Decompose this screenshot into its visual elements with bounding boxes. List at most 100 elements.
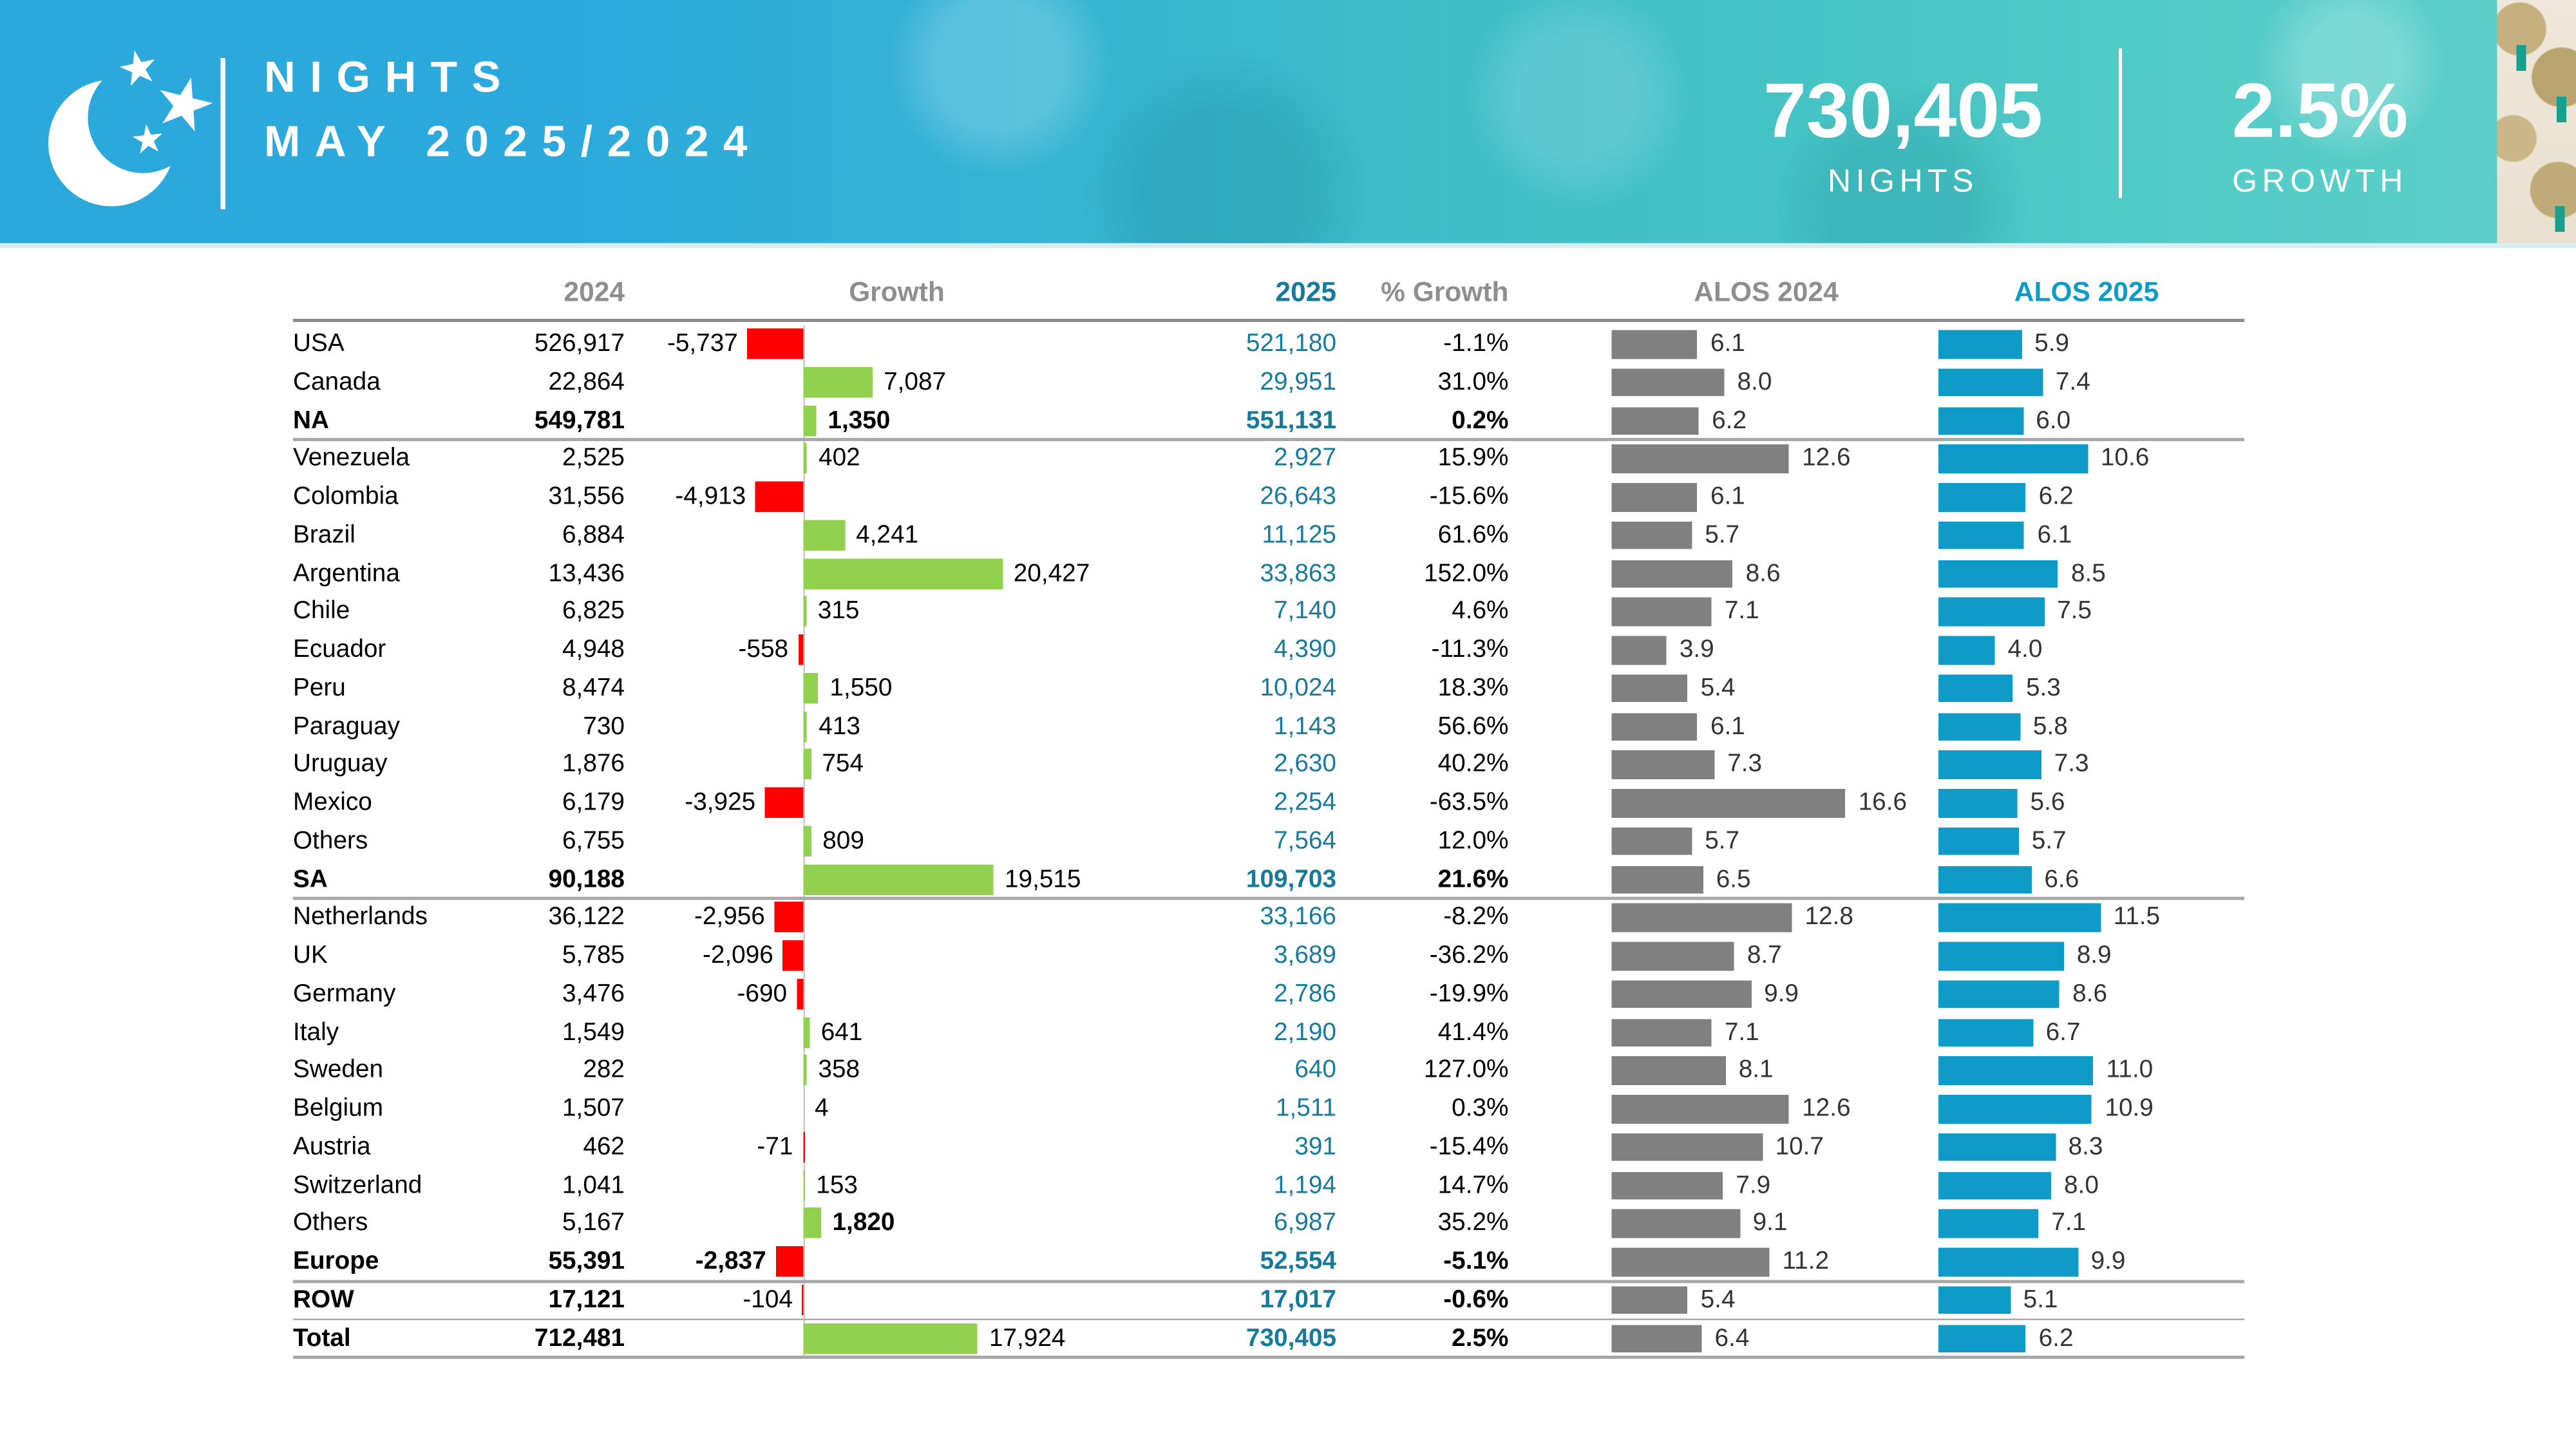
alos-2024-label: 11.2 <box>1782 1247 1830 1276</box>
value-2025: 1,194 <box>1274 1171 1336 1199</box>
growth-label: -5,737 <box>667 330 738 358</box>
pct-growth: -0.6% <box>1443 1285 1509 1314</box>
group-separator <box>293 897 2244 900</box>
alos-2024-label: 5.4 <box>1700 1285 1736 1314</box>
alos-2025-label: 6.2 <box>2038 1324 2074 1352</box>
pct-growth: -15.6% <box>1429 483 1509 511</box>
table-row: Europe 55,391 -2,837 52,554 -5.1% 11.2 9.9 <box>0 1243 2576 1281</box>
value-2024: 6,825 <box>562 598 625 625</box>
growth-bar-negative <box>755 481 804 513</box>
table-row: Argentina 13,436 20,427 33,863 152.0% 8.6 8.5 <box>0 554 2576 592</box>
alos-2025-label: 5.8 <box>2032 712 2068 740</box>
header-band: NIGHTS MAY 2025/2024 730,405 NIGHTS 2.5%… <box>0 0 2576 243</box>
value-2025: 2,927 <box>1274 444 1336 473</box>
pct-growth: 152.0% <box>1424 559 1509 587</box>
alos-2025-label: 7.5 <box>2057 598 2092 625</box>
value-2024: 90,188 <box>548 865 625 893</box>
total-nights-label: NIGHTS <box>1828 164 1978 200</box>
alos-2024-bar <box>1611 406 1700 435</box>
alos-2025-label: 7.1 <box>2051 1209 2087 1237</box>
pct-growth: -63.5% <box>1429 789 1509 817</box>
country-label: Austria <box>293 1133 371 1160</box>
growth-bar-positive <box>803 1208 821 1239</box>
country-label: Venezuela <box>293 444 410 473</box>
alos-2024-bar <box>1611 444 1790 473</box>
table-row: Chile 6,825 315 7,140 4.6% 7.1 7.5 <box>0 593 2576 631</box>
value-2024: 17,121 <box>548 1285 625 1314</box>
table-row: Italy 1,549 641 2,190 41.4% 7.1 6.7 <box>0 1014 2576 1052</box>
alos-2025-bar <box>1938 789 2018 817</box>
growth-label: 4,241 <box>856 521 919 549</box>
alos-2024-bar <box>1611 1324 1702 1352</box>
growth-label: -690 <box>737 980 788 1008</box>
alos-2024-label: 7.1 <box>1724 598 1759 625</box>
country-label: Ecuador <box>293 636 386 664</box>
table-row: Venezuela 2,525 402 2,927 15.9% 12.6 10.6 <box>0 440 2576 478</box>
alos-2024-label: 16.6 <box>1858 789 1908 817</box>
value-2024: 8,474 <box>562 674 625 702</box>
pct-growth: -8.2% <box>1443 904 1509 931</box>
value-2025: 3,689 <box>1274 942 1336 970</box>
table-row: Uruguay 1,876 754 2,630 40.2% 7.3 7.3 <box>0 746 2576 784</box>
alos-2024-bar <box>1611 1171 1723 1200</box>
alos-2024-bar <box>1611 1018 1712 1046</box>
alos-2024-bar <box>1611 1247 1770 1276</box>
value-2024: 6,179 <box>562 789 625 817</box>
growth-bar-positive <box>803 864 994 895</box>
growth-label: 17,924 <box>989 1324 1066 1352</box>
table-row: Switzerland 1,041 153 1,194 14.7% 7.9 8.0 <box>0 1166 2576 1204</box>
country-label: Total <box>293 1324 351 1352</box>
growth-bar-positive <box>803 672 819 704</box>
alos-2025-label: 6.1 <box>2037 521 2072 549</box>
pct-growth: -11.3% <box>1431 636 1509 664</box>
table-row: Total 712,481 17,924 730,405 2.5% 6.4 6.2 <box>0 1320 2576 1358</box>
pct-growth: -19.9% <box>1429 980 1509 1008</box>
pct-growth: 31.0% <box>1437 368 1509 396</box>
alos-2024-label: 6.5 <box>1716 865 1751 893</box>
country-label: Paraguay <box>293 712 400 740</box>
alos-2024-label: 6.2 <box>1712 406 1747 434</box>
alos-2025-label: 10.6 <box>2100 444 2150 473</box>
table-row: USA 526,917 -5,737 521,180 -1.1% 6.1 5.9 <box>0 325 2576 363</box>
pct-growth: 35.2% <box>1437 1209 1509 1237</box>
value-2025: 33,166 <box>1260 904 1336 931</box>
group-separator <box>293 1318 2244 1321</box>
alos-2025-bar <box>1938 1133 2056 1162</box>
growth-label: -3,925 <box>685 789 756 817</box>
country-label: NA <box>293 406 329 434</box>
growth-label: 809 <box>822 827 864 855</box>
header-divider <box>220 58 225 209</box>
value-2025: 29,951 <box>1260 368 1336 396</box>
alos-2024-label: 8.0 <box>1737 368 1772 396</box>
growth-pct-label: GROWTH <box>2232 164 2408 200</box>
pct-growth: 40.2% <box>1437 750 1509 779</box>
alos-2024-label: 7.3 <box>1727 750 1763 779</box>
star-icon <box>119 50 155 86</box>
growth-bar-negative <box>797 978 804 1010</box>
value-2025: 4,390 <box>1274 636 1336 664</box>
value-2025: 52,554 <box>1260 1247 1336 1276</box>
stats-divider <box>2119 48 2122 198</box>
table-row: Paraguay 730 413 1,143 56.6% 6.1 5.8 <box>0 708 2576 746</box>
column-header-pct-growth: % Growth <box>1381 277 1509 308</box>
alos-2024-label: 7.1 <box>1724 1018 1759 1046</box>
growth-bar-negative <box>774 902 804 933</box>
growth-bar-negative <box>747 328 804 359</box>
alos-2025-bar <box>1938 483 2026 511</box>
growth-label: 1,550 <box>829 674 893 702</box>
growth-pct-value: 2.5% <box>2231 69 2409 155</box>
alos-2025-label: 5.6 <box>2030 789 2065 817</box>
table-row: Canada 22,864 7,087 29,951 31.0% 8.0 7.4 <box>0 363 2576 401</box>
growth-label: 315 <box>817 598 860 625</box>
alos-2025-bar <box>1938 1209 2039 1238</box>
growth-bar-positive <box>803 1170 805 1201</box>
growth-bar-positive <box>803 405 817 436</box>
value-2024: 6,884 <box>562 521 625 549</box>
value-2025: 10,024 <box>1260 674 1336 702</box>
alos-2025-label: 6.0 <box>2036 406 2071 434</box>
value-2024: 1,507 <box>562 1095 625 1122</box>
country-label: USA <box>293 330 345 358</box>
alos-2024-bar <box>1611 942 1734 971</box>
alos-2024-bar <box>1611 330 1698 359</box>
